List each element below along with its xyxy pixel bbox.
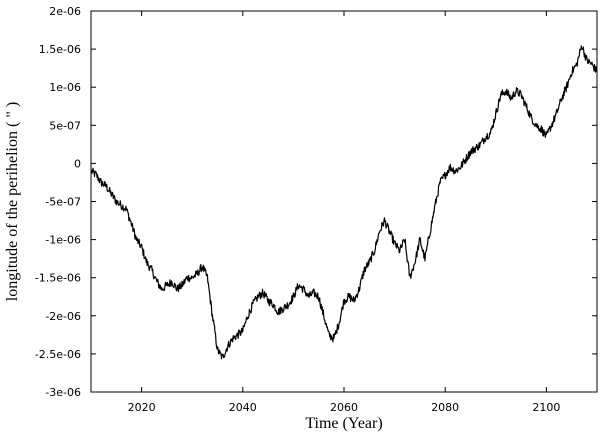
plot-frame (90, 10, 598, 393)
y-tick-label: 5e-07 (49, 119, 81, 132)
y-tick-label: -1e-06 (45, 234, 81, 247)
y-tick-label: 1e-06 (49, 81, 81, 94)
y-tick-label: -2.5e-06 (35, 348, 81, 361)
y-tick-label: -2e-06 (45, 310, 81, 323)
y-tick-label: 1.5e-06 (39, 43, 81, 56)
x-tick-label: 2060 (330, 401, 358, 414)
y-tick-label: -1.5e-06 (35, 272, 81, 285)
y-tick-label: 2e-06 (49, 5, 81, 18)
x-tick-label: 2040 (229, 401, 257, 414)
series-line (90, 45, 598, 360)
y-axis-title: longitude of the perihelion ( " ) (4, 102, 21, 301)
x-tick-label: 2100 (532, 401, 560, 414)
x-tick-label: 2020 (128, 401, 156, 414)
tick-labels-layer: 2020 2040 2060 2080 2100 2e-06 1.5e-06 1e-06 5e-… (35, 5, 561, 414)
x-axis-title: Time (Year) (305, 415, 382, 432)
y-tick-label: -5e-07 (45, 196, 81, 209)
y-tick-label: 0 (74, 157, 81, 170)
y-tick-label: -3e-06 (45, 386, 81, 399)
x-tick-label: 2080 (431, 401, 459, 414)
